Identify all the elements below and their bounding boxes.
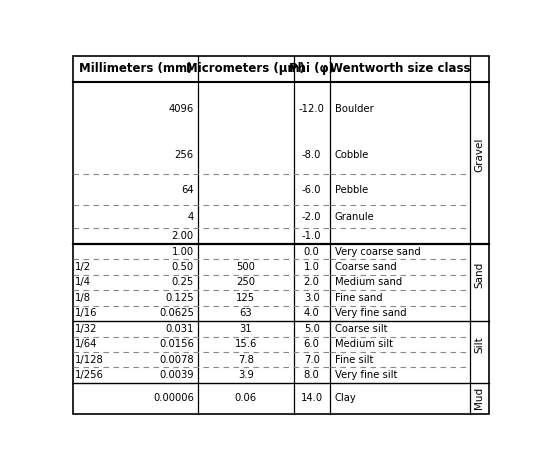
Text: 4: 4 bbox=[187, 212, 194, 222]
Text: 0.50: 0.50 bbox=[172, 262, 194, 272]
Text: Micrometers (μm): Micrometers (μm) bbox=[186, 62, 305, 75]
Text: 1/16: 1/16 bbox=[75, 308, 98, 319]
Text: 8.0: 8.0 bbox=[304, 370, 319, 380]
Text: 1/4: 1/4 bbox=[75, 278, 91, 287]
Text: 500: 500 bbox=[236, 262, 255, 272]
Text: -6.0: -6.0 bbox=[302, 185, 321, 195]
Text: Gravel: Gravel bbox=[475, 138, 484, 172]
Text: 4096: 4096 bbox=[169, 104, 194, 113]
Text: 0.00006: 0.00006 bbox=[153, 393, 194, 404]
Text: 0.0625: 0.0625 bbox=[159, 308, 194, 319]
Text: 0.0: 0.0 bbox=[304, 246, 319, 257]
Text: Very fine sand: Very fine sand bbox=[335, 308, 407, 319]
Text: 1/32: 1/32 bbox=[75, 324, 97, 334]
Text: -8.0: -8.0 bbox=[302, 150, 321, 160]
Text: Very coarse sand: Very coarse sand bbox=[335, 246, 420, 257]
Text: -12.0: -12.0 bbox=[299, 104, 324, 113]
Text: 2.00: 2.00 bbox=[172, 231, 194, 241]
Text: Wentworth size class: Wentworth size class bbox=[329, 62, 470, 75]
Text: Clay: Clay bbox=[335, 393, 357, 404]
Text: Coarse silt: Coarse silt bbox=[335, 324, 387, 334]
Text: 4.0: 4.0 bbox=[304, 308, 319, 319]
Text: 0.125: 0.125 bbox=[165, 293, 194, 303]
Text: Granule: Granule bbox=[335, 212, 374, 222]
Text: Silt: Silt bbox=[475, 336, 484, 352]
Text: 0.25: 0.25 bbox=[172, 278, 194, 287]
Text: Very fine silt: Very fine silt bbox=[335, 370, 397, 380]
Text: 7.0: 7.0 bbox=[304, 355, 319, 365]
Text: 3.0: 3.0 bbox=[304, 293, 319, 303]
Text: Mud: Mud bbox=[475, 387, 484, 410]
Text: 0.06: 0.06 bbox=[235, 393, 257, 404]
Text: Boulder: Boulder bbox=[335, 104, 374, 113]
Text: Medium sand: Medium sand bbox=[335, 278, 402, 287]
Text: 2.0: 2.0 bbox=[304, 278, 319, 287]
Text: 0.0078: 0.0078 bbox=[159, 355, 194, 365]
Text: 14.0: 14.0 bbox=[301, 393, 323, 404]
Text: 5.0: 5.0 bbox=[304, 324, 319, 334]
Text: Pebble: Pebble bbox=[335, 185, 368, 195]
Text: 1/64: 1/64 bbox=[75, 339, 97, 349]
Text: 256: 256 bbox=[175, 150, 194, 160]
Text: Sand: Sand bbox=[475, 262, 484, 288]
Text: Phi (φ): Phi (φ) bbox=[289, 62, 334, 75]
Text: 1/256: 1/256 bbox=[75, 370, 104, 380]
Text: 15.6: 15.6 bbox=[235, 339, 257, 349]
Text: Medium silt: Medium silt bbox=[335, 339, 393, 349]
Text: 0.0156: 0.0156 bbox=[159, 339, 194, 349]
Text: 64: 64 bbox=[181, 185, 194, 195]
Text: Fine silt: Fine silt bbox=[335, 355, 373, 365]
Text: 1/2: 1/2 bbox=[75, 262, 91, 272]
Text: Cobble: Cobble bbox=[335, 150, 369, 160]
Text: -2.0: -2.0 bbox=[302, 212, 321, 222]
Text: Millimeters (mm): Millimeters (mm) bbox=[79, 62, 192, 75]
Text: 63: 63 bbox=[239, 308, 252, 319]
Text: 1.00: 1.00 bbox=[172, 246, 194, 257]
Text: 0.031: 0.031 bbox=[165, 324, 194, 334]
Text: 1/8: 1/8 bbox=[75, 293, 91, 303]
Text: Fine sand: Fine sand bbox=[335, 293, 383, 303]
Text: -1.0: -1.0 bbox=[302, 231, 321, 241]
Text: 0.0039: 0.0039 bbox=[159, 370, 194, 380]
Text: 6.0: 6.0 bbox=[304, 339, 319, 349]
Text: 3.9: 3.9 bbox=[238, 370, 254, 380]
Text: 1/128: 1/128 bbox=[75, 355, 104, 365]
Text: 125: 125 bbox=[236, 293, 255, 303]
Text: Coarse sand: Coarse sand bbox=[335, 262, 397, 272]
Text: 250: 250 bbox=[236, 278, 255, 287]
Text: 31: 31 bbox=[239, 324, 252, 334]
Text: 7.8: 7.8 bbox=[238, 355, 254, 365]
Text: 1.0: 1.0 bbox=[304, 262, 319, 272]
